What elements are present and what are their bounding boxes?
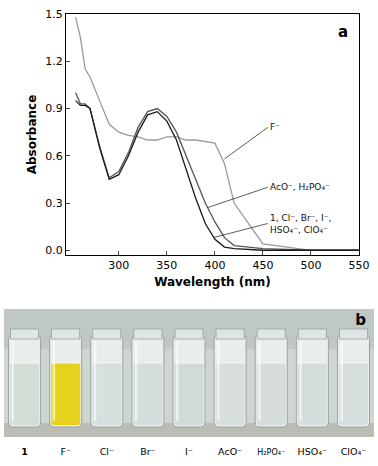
svg-text:400: 400 <box>204 259 225 272</box>
svg-text:b: b <box>355 311 366 329</box>
svg-text:550: 550 <box>349 259 370 272</box>
svg-text:0.0: 0.0 <box>45 244 63 257</box>
svg-text:F⁻: F⁻ <box>60 446 70 457</box>
svg-text:HSO₄⁻: HSO₄⁻ <box>298 446 327 457</box>
svg-text:AcO⁻: AcO⁻ <box>218 446 242 457</box>
svg-text:1, Cl⁻, Br⁻, I⁻,HSO₄⁻, ClO₄⁻: 1, Cl⁻, Br⁻, I⁻,HSO₄⁻, ClO₄⁻ <box>270 213 331 235</box>
svg-text:450: 450 <box>252 259 273 272</box>
svg-text:Cl⁻: Cl⁻ <box>100 446 114 457</box>
svg-text:Wavelength (nm): Wavelength (nm) <box>154 275 271 289</box>
svg-text:AcO⁻, H₂PO₄⁻: AcO⁻, H₂PO₄⁻ <box>270 182 330 192</box>
svg-text:Br⁻: Br⁻ <box>140 446 155 457</box>
svg-text:F⁻: F⁻ <box>270 122 280 132</box>
svg-text:0.3: 0.3 <box>45 197 63 210</box>
svg-text:1.5: 1.5 <box>45 8 63 21</box>
svg-text:1.2: 1.2 <box>45 55 63 68</box>
svg-text:a: a <box>338 23 348 41</box>
svg-text:0.6: 0.6 <box>45 150 63 163</box>
svg-text:350: 350 <box>156 259 177 272</box>
svg-text:300: 300 <box>108 259 129 272</box>
svg-text:0.9: 0.9 <box>45 102 63 115</box>
svg-text:1: 1 <box>21 446 28 457</box>
svg-text:500: 500 <box>300 259 321 272</box>
svg-text:H₂PO₄⁻: H₂PO₄⁻ <box>257 448 285 457</box>
svg-text:I⁻: I⁻ <box>185 446 193 457</box>
svg-text:ClO₄⁻: ClO₄⁻ <box>341 446 367 457</box>
svg-text:Absorbance: Absorbance <box>25 95 39 175</box>
